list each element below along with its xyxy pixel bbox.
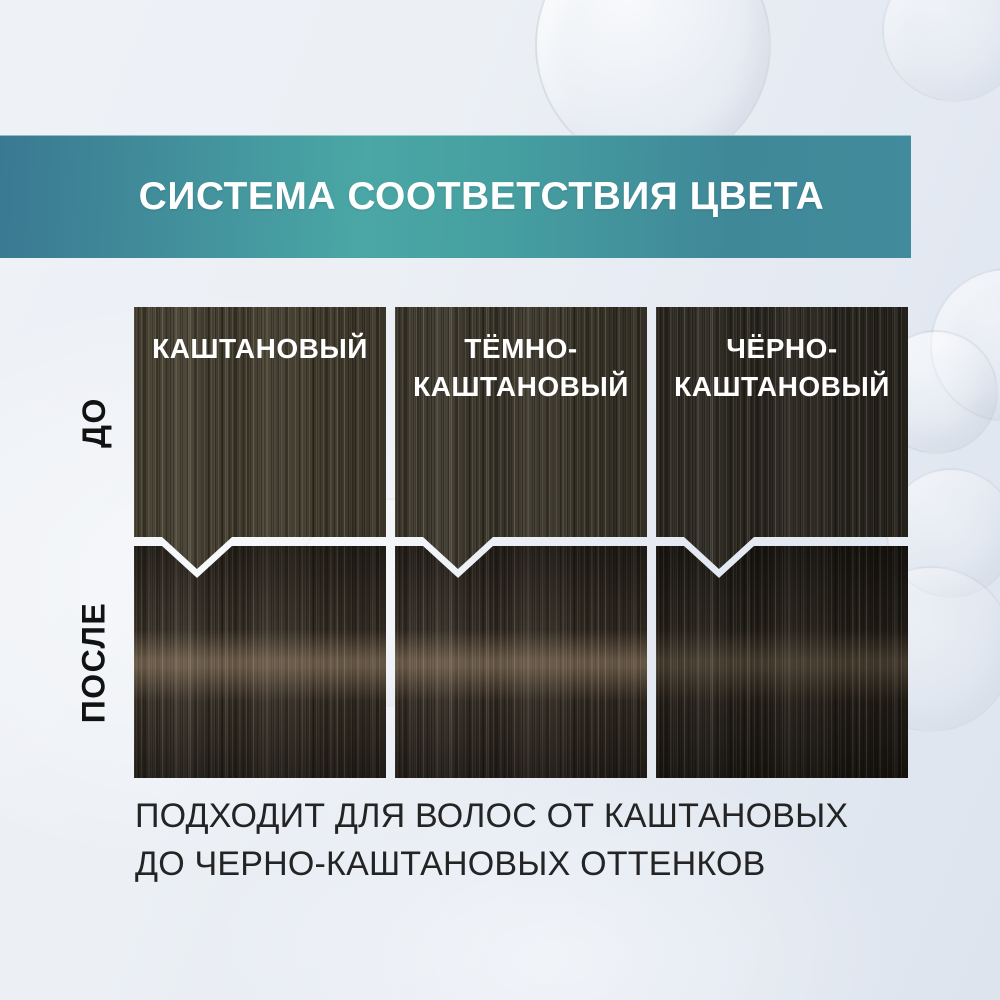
shade-label-black-chestnut: ЧЁРНО- КАШТАНОВЫЙ [674,333,890,402]
banner-title: СИСТЕМА СООТВЕТСТВИЯ ЦВЕТА [138,175,825,218]
before-swatch-chestnut: КАШТАНОВЫЙ [134,307,386,569]
after-swatch-chestnut-with-arrow-notch [134,546,386,778]
bubble-decoration [882,0,1000,102]
shade-label-chestnut: КАШТАНОВЫЙ [152,333,368,364]
row-label-after-text: ПОСЛЕ [75,601,112,723]
row-label-before-text: ДО [75,396,112,448]
after-swatch-dark-chestnut-with-arrow-notch [395,546,647,778]
color-match-system-banner: СИСТЕМА СООТВЕТСТВИЯ ЦВЕТА [0,135,911,258]
row-label-after: ПОСЛЕ [62,546,126,778]
row-label-before: ДО [62,307,126,537]
shade-label-dark-chestnut: ТЁМНО- КАШТАНОВЫЙ [413,333,629,402]
before-swatch-dark-chestnut: ТЁМНО- КАШТАНОВЫЙ [395,307,647,569]
after-swatch-black-chestnut-with-arrow-notch [656,546,908,778]
suitability-note: ПОДХОДИТ ДЛЯ ВОЛОС ОТ КАШТАНОВЫХ ДО ЧЕРН… [135,797,849,883]
before-swatch-black-chestnut: ЧЁРНО- КАШТАНОВЫЙ [656,307,908,569]
